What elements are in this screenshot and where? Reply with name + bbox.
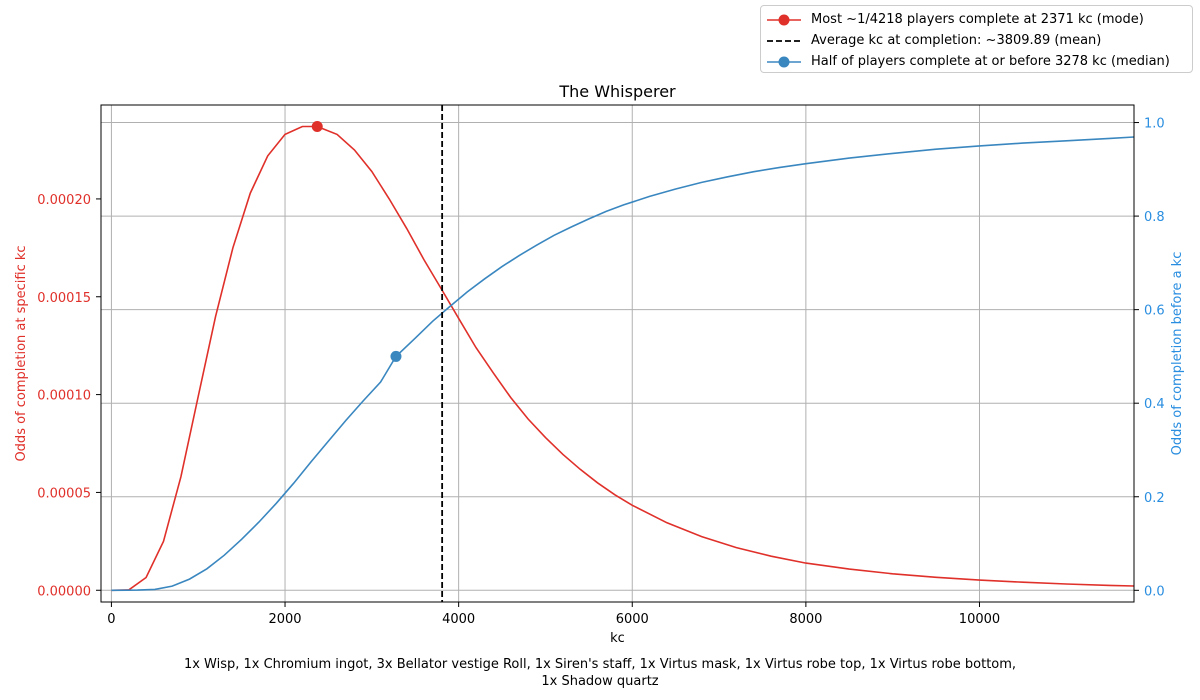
series-line-mode — [111, 125, 1135, 592]
y-right-tick-label: 1.0 — [1144, 117, 1165, 132]
y-right-tick-label: 0.0 — [1144, 584, 1165, 599]
legend-label-median: Half of players complete at or before 32… — [811, 54, 1170, 69]
legend-swatch-mean — [767, 34, 801, 48]
legend-label-mean: Average kc at completion: ~3809.89 (mean… — [811, 33, 1102, 48]
marker-median — [390, 350, 402, 362]
x-tick-label: 2000 — [268, 612, 301, 627]
chart-legend: Most ~1/4218 players complete at 2371 kc… — [760, 5, 1193, 73]
legend-swatch-mode — [767, 13, 801, 27]
axes: 0 2000 4000 6000 8000 100000.000000.000050.00… — [37, 117, 1164, 627]
x-tick-label: 8000 — [789, 612, 822, 627]
y-right-tick-label: 0.4 — [1144, 397, 1165, 412]
gridlines — [101, 105, 1134, 602]
y-left-tick-label: 0.00000 — [37, 584, 91, 599]
legend-item-mean: Average kc at completion: ~3809.89 (mean… — [767, 30, 1186, 51]
caption-line-1: 1x Wisp, 1x Chromium ingot, 3x Bellator … — [183, 657, 1017, 672]
plot-lines — [111, 105, 1135, 602]
y-axis-right-label: Odds of completion before a kc — [1170, 252, 1185, 456]
marker-mode — [311, 121, 323, 133]
y-right-tick-label: 0.2 — [1144, 491, 1165, 506]
legend-swatch-median — [767, 55, 801, 69]
y-left-tick-label: 0.00015 — [37, 291, 91, 306]
y-axis-left-label: Odds of completion at specific kc — [14, 245, 29, 461]
y-left-tick-label: 0.00005 — [37, 486, 91, 501]
y-left-tick-label: 0.00020 — [37, 193, 91, 208]
y-right-tick-label: 0.6 — [1144, 304, 1165, 319]
caption-line-2: 1x Shadow quartz — [541, 674, 659, 689]
x-axis-label: kc — [610, 631, 625, 646]
legend-label-mode: Most ~1/4218 players complete at 2371 kc… — [811, 12, 1144, 27]
plot-frame — [100, 104, 1135, 603]
x-tick-label: 0 — [107, 612, 115, 627]
series-line-median — [111, 136, 1135, 592]
y-left-tick-label: 0.00010 — [37, 389, 91, 404]
y-right-tick-label: 0.8 — [1144, 210, 1165, 225]
legend-item-mode: Most ~1/4218 players complete at 2371 kc… — [767, 9, 1186, 30]
x-tick-label: 10000 — [959, 612, 1000, 627]
legend-item-median: Half of players complete at or before 32… — [767, 51, 1186, 72]
x-tick-label: 4000 — [442, 612, 475, 627]
x-tick-label: 6000 — [616, 612, 649, 627]
chart-title: The Whisperer — [558, 82, 676, 101]
